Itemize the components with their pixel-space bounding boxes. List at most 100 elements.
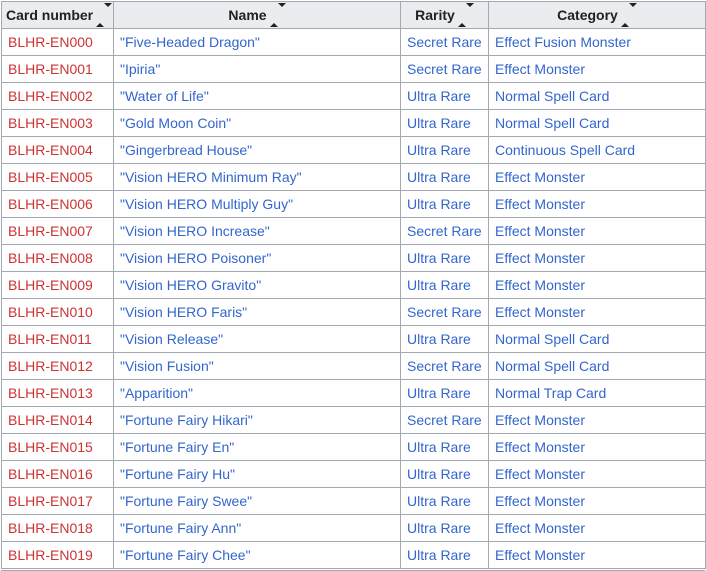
card-number-link[interactable]: BLHR-EN016: [8, 466, 93, 482]
card-category-link[interactable]: Continuous Spell Card: [495, 142, 636, 158]
card-name-link[interactable]: "Fortune Fairy Ann": [120, 520, 242, 536]
card-category-link[interactable]: Effect Monster: [495, 466, 586, 482]
card-name-link[interactable]: "Gingerbread House": [120, 142, 253, 158]
card-rarity-link[interactable]: Secret Rare: [407, 61, 482, 77]
card-name-link[interactable]: "Fortune Fairy Hikari": [120, 412, 253, 428]
card-number-link[interactable]: BLHR-EN000: [8, 34, 93, 50]
card-rarity-link[interactable]: Ultra Rare: [407, 331, 471, 347]
cell-name: "Fortune Fairy Ann": [113, 514, 401, 542]
card-number-link[interactable]: BLHR-EN002: [8, 88, 93, 104]
card-name-link[interactable]: "Fortune Fairy Hu": [120, 466, 235, 482]
table-row: BLHR-EN011 "Vision Release" Ultra Rare Norm…: [1, 325, 706, 353]
cell-category: Effect Monster: [488, 406, 706, 434]
card-rarity-link[interactable]: Ultra Rare: [407, 277, 471, 293]
card-category-link[interactable]: Normal Spell Card: [495, 115, 610, 131]
card-rarity-link[interactable]: Ultra Rare: [407, 88, 471, 104]
card-rarity-link[interactable]: Secret Rare: [407, 304, 482, 320]
card-category-link[interactable]: Effect Monster: [495, 61, 586, 77]
card-category-link[interactable]: Effect Monster: [495, 223, 586, 239]
card-category-link[interactable]: Effect Monster: [495, 412, 586, 428]
card-number-link[interactable]: BLHR-EN011: [8, 331, 92, 347]
card-name-link[interactable]: "Apparition": [120, 385, 193, 401]
card-number-link[interactable]: BLHR-EN015: [8, 439, 93, 455]
card-rarity-link[interactable]: Ultra Rare: [407, 439, 471, 455]
cell-category: Effect Monster: [488, 163, 706, 191]
card-category-link[interactable]: Effect Monster: [495, 439, 586, 455]
card-rarity-link[interactable]: Ultra Rare: [407, 547, 471, 563]
card-rarity-link[interactable]: Ultra Rare: [407, 250, 471, 266]
card-rarity-link[interactable]: Secret Rare: [407, 412, 482, 428]
cell-number: BLHR-EN019: [1, 541, 114, 569]
header-card-number[interactable]: Card number: [1, 1, 114, 29]
card-number-link[interactable]: BLHR-EN012: [8, 358, 93, 374]
card-name-link[interactable]: "Five-Headed Dragon": [120, 34, 260, 50]
card-category-link[interactable]: Effect Monster: [495, 493, 586, 509]
card-name-link[interactable]: "Vision HERO Poisoner": [120, 250, 272, 266]
card-name-link[interactable]: "Gold Moon Coin": [120, 115, 232, 131]
card-category-link[interactable]: Effect Monster: [495, 304, 586, 320]
cell-rarity: Ultra Rare: [400, 433, 489, 461]
card-name-link[interactable]: "Vision Fusion": [120, 358, 214, 374]
card-number-link[interactable]: BLHR-EN013: [8, 385, 93, 401]
card-rarity-link[interactable]: Ultra Rare: [407, 466, 471, 482]
table-row: BLHR-EN000 "Five-Headed Dragon" Secret Rar…: [1, 28, 706, 56]
card-category-link[interactable]: Effect Monster: [495, 169, 586, 185]
header-rarity[interactable]: Rarity: [400, 1, 489, 29]
card-category-link[interactable]: Normal Trap Card: [495, 385, 607, 401]
cell-name: "Vision Release": [113, 325, 401, 353]
table-row: BLHR-EN016 "Fortune Fairy Hu" Ultra Rare Ef…: [1, 460, 706, 488]
card-name-link[interactable]: "Fortune Fairy Chee": [120, 547, 251, 563]
card-name-link[interactable]: "Water of Life": [120, 88, 209, 104]
card-name-link[interactable]: "Vision Release": [120, 331, 224, 347]
card-category-link[interactable]: Effect Monster: [495, 196, 586, 212]
card-name-link[interactable]: "Fortune Fairy Swee": [120, 493, 253, 509]
card-rarity-link[interactable]: Secret Rare: [407, 358, 482, 374]
card-number-link[interactable]: BLHR-EN018: [8, 520, 93, 536]
card-rarity-link[interactable]: Secret Rare: [407, 34, 482, 50]
card-number-link[interactable]: BLHR-EN010: [8, 304, 93, 320]
card-name-link[interactable]: "Ipiria": [120, 61, 161, 77]
card-category-link[interactable]: Effect Fusion Monster: [495, 34, 631, 50]
card-number-link[interactable]: BLHR-EN017: [8, 493, 93, 509]
card-number-link[interactable]: BLHR-EN007: [8, 223, 93, 239]
card-rarity-link[interactable]: Ultra Rare: [407, 169, 471, 185]
card-category-link[interactable]: Effect Monster: [495, 277, 586, 293]
card-number-link[interactable]: BLHR-EN014: [8, 412, 93, 428]
card-name-link[interactable]: "Vision HERO Gravito": [120, 277, 262, 293]
card-category-link[interactable]: Normal Spell Card: [495, 331, 610, 347]
card-category-link[interactable]: Effect Monster: [495, 520, 586, 536]
card-rarity-link[interactable]: Ultra Rare: [407, 142, 471, 158]
card-category-link[interactable]: Normal Spell Card: [495, 88, 610, 104]
card-number-link[interactable]: BLHR-EN019: [8, 547, 93, 563]
card-number-link[interactable]: BLHR-EN008: [8, 250, 93, 266]
card-category-link[interactable]: Effect Monster: [495, 547, 586, 563]
card-name-link[interactable]: "Vision HERO Increase": [120, 223, 270, 239]
cell-rarity: Secret Rare: [400, 298, 489, 326]
card-rarity-link[interactable]: Ultra Rare: [407, 520, 471, 536]
card-name-link[interactable]: "Fortune Fairy En": [120, 439, 235, 455]
header-name[interactable]: Name: [113, 1, 401, 29]
card-number-link[interactable]: BLHR-EN004: [8, 142, 93, 158]
card-number-link[interactable]: BLHR-EN005: [8, 169, 93, 185]
cell-number: BLHR-EN001: [1, 55, 114, 83]
card-rarity-link[interactable]: Ultra Rare: [407, 115, 471, 131]
cell-number: BLHR-EN018: [1, 514, 114, 542]
card-rarity-link[interactable]: Ultra Rare: [407, 196, 471, 212]
header-category[interactable]: Category: [488, 1, 706, 29]
card-rarity-link[interactable]: Ultra Rare: [407, 385, 471, 401]
card-rarity-link[interactable]: Secret Rare: [407, 223, 482, 239]
table-row: BLHR-EN012 "Vision Fusion" Secret Rare Norm…: [1, 352, 706, 380]
card-number-link[interactable]: BLHR-EN006: [8, 196, 93, 212]
card-number-link[interactable]: BLHR-EN001: [8, 61, 93, 77]
card-category-link[interactable]: Normal Spell Card: [495, 358, 610, 374]
card-name-link[interactable]: "Vision HERO Minimum Ray": [120, 169, 302, 185]
card-category-link[interactable]: Effect Monster: [495, 250, 586, 266]
card-number-link[interactable]: BLHR-EN003: [8, 115, 93, 131]
cell-category: Effect Monster: [488, 271, 706, 299]
cell-name: "Fortune Fairy Hikari": [113, 406, 401, 434]
card-name-link[interactable]: "Vision HERO Multiply Guy": [120, 196, 294, 212]
card-number-link[interactable]: BLHR-EN009: [8, 277, 93, 293]
card-name-link[interactable]: "Vision HERO Faris": [120, 304, 248, 320]
cell-category: Normal Trap Card: [488, 379, 706, 407]
card-rarity-link[interactable]: Ultra Rare: [407, 493, 471, 509]
